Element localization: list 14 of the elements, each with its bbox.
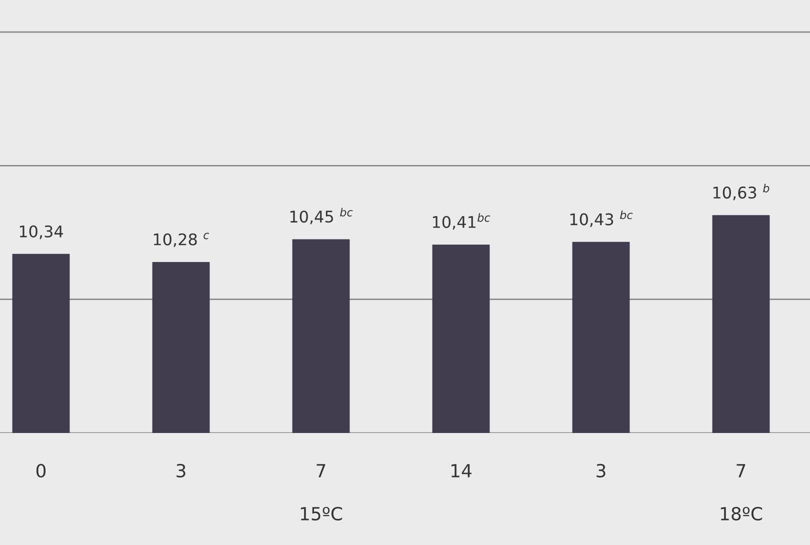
data-label: 10,34 [20,225,63,240]
data-label: 10,45 $^{bc}$ [290,208,353,224]
data-label: 10,28 $^{c}$ [154,232,210,248]
text: 15ºC [300,506,342,521]
data-label: 10,63 $^{b}$ [713,184,770,200]
data-label: 10,41$^{bc}$ [432,213,490,230]
data-label: 10,43 $^{bc}$ [570,210,633,227]
x-tick-label: 7 [316,464,326,478]
x-tick-label: 3 [176,464,186,478]
x-tick-label: 7 [736,464,746,478]
x-tick-label: 0 [36,464,46,478]
x-tick-label: 14 [451,464,472,478]
text: 18ºC [720,506,762,521]
x-tick-label: 3 [596,464,606,478]
